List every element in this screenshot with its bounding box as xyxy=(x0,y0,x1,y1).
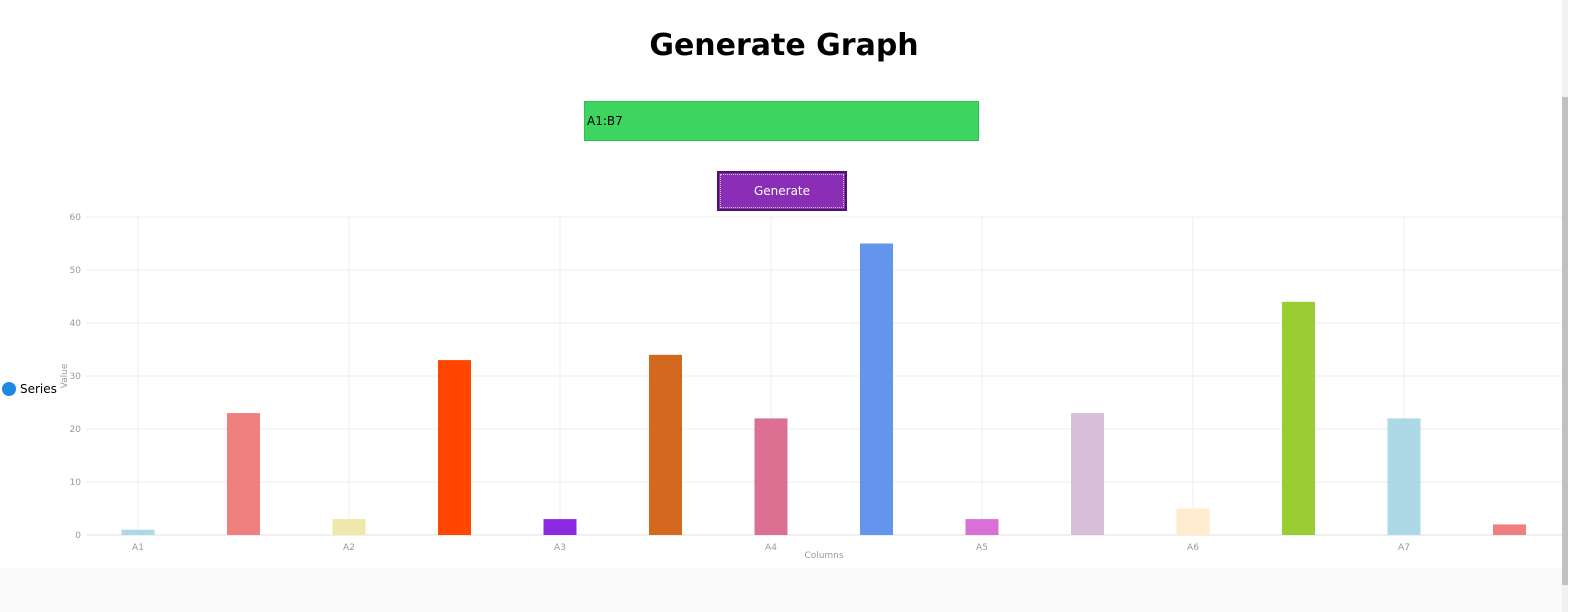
legend-marker-icon xyxy=(2,382,16,396)
y-axis-title: Value xyxy=(60,363,70,388)
bar-4[interactable] xyxy=(438,360,471,535)
x-tick-label: A6 xyxy=(1187,543,1199,553)
x-tick-label: A5 xyxy=(976,543,988,553)
vertical-scrollbar-thumb[interactable] xyxy=(1562,97,1568,585)
x-tick-label: A4 xyxy=(765,543,777,553)
y-tick-label: 10 xyxy=(70,478,82,488)
bar-1[interactable] xyxy=(121,529,155,535)
range-input[interactable] xyxy=(584,101,979,141)
y-tick-label: 20 xyxy=(70,425,82,435)
y-axis-ticks: 0 10 20 30 40 50 60 xyxy=(70,213,82,541)
bar-10[interactable] xyxy=(1071,413,1104,535)
y-tick-label: 60 xyxy=(70,213,82,223)
bar-13[interactable] xyxy=(1387,418,1421,535)
chart-legend: Series xyxy=(2,382,57,396)
y-tick-label: 0 xyxy=(75,531,81,541)
bar-2[interactable] xyxy=(227,413,260,535)
bar-11[interactable] xyxy=(1176,508,1210,536)
y-tick-label: 50 xyxy=(70,266,82,276)
bar-12[interactable] xyxy=(1282,301,1315,535)
bar-chart: 0 10 20 30 40 50 60 A1 A2 A3 A4 A5 A6 A7 Columns Val… xyxy=(60,213,1562,561)
bar-5[interactable] xyxy=(543,519,577,535)
bar-6[interactable] xyxy=(649,354,682,535)
y-tick-label: 30 xyxy=(70,372,82,382)
x-tick-label: A3 xyxy=(554,543,566,553)
footer-band xyxy=(0,568,1562,612)
bar-14[interactable] xyxy=(1493,524,1526,535)
generate-button[interactable]: Generate xyxy=(717,171,847,211)
bar-8[interactable] xyxy=(860,243,893,536)
chart-bars xyxy=(121,243,1526,536)
bar-3[interactable] xyxy=(332,519,366,535)
x-tick-label: A7 xyxy=(1398,543,1410,553)
y-tick-label: 40 xyxy=(70,319,82,329)
bar-9[interactable] xyxy=(965,519,999,535)
x-axis-title: Columns xyxy=(804,551,843,561)
chart-grid xyxy=(86,216,1562,536)
x-tick-label: A1 xyxy=(132,543,144,553)
x-axis-ticks: A1 A2 A3 A4 A5 A6 A7 xyxy=(132,543,1410,553)
bar-7[interactable] xyxy=(754,418,788,535)
x-tick-label: A2 xyxy=(343,543,355,553)
page-title: Generate Graph xyxy=(649,28,919,63)
legend-label: Series xyxy=(20,382,57,396)
